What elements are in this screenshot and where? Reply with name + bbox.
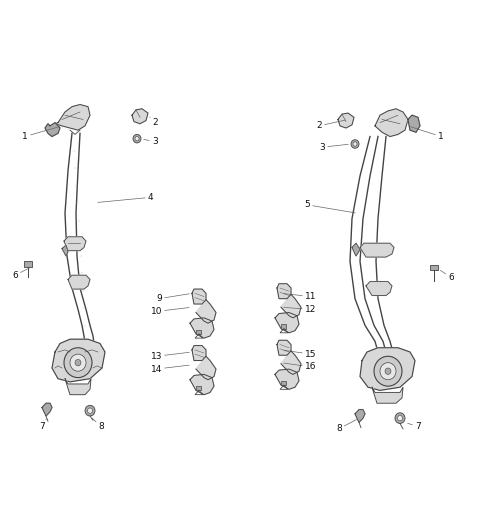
Bar [281, 324, 286, 329]
Text: 2: 2 [316, 120, 345, 131]
Text: 11: 11 [284, 292, 316, 301]
Text: 13: 13 [151, 352, 189, 361]
Polygon shape [132, 109, 148, 124]
Circle shape [133, 134, 141, 143]
Text: 15: 15 [284, 350, 316, 358]
Polygon shape [372, 387, 403, 403]
Circle shape [395, 413, 405, 423]
Circle shape [87, 408, 93, 413]
Text: 9: 9 [156, 294, 189, 303]
Text: 5: 5 [304, 200, 355, 213]
Polygon shape [275, 312, 299, 333]
Polygon shape [190, 374, 214, 395]
Polygon shape [64, 237, 86, 251]
Text: 7: 7 [39, 418, 47, 431]
Polygon shape [190, 318, 214, 338]
Polygon shape [42, 403, 52, 416]
Polygon shape [65, 379, 91, 395]
Polygon shape [277, 284, 291, 298]
Polygon shape [360, 243, 394, 257]
Polygon shape [196, 356, 216, 380]
Polygon shape [352, 243, 360, 256]
Text: 12: 12 [284, 305, 316, 314]
Bar [196, 386, 201, 390]
Text: 3: 3 [144, 137, 158, 146]
Text: 16: 16 [284, 362, 316, 371]
Circle shape [75, 359, 81, 366]
Circle shape [70, 354, 86, 371]
Circle shape [135, 137, 139, 141]
Text: 1: 1 [22, 126, 60, 141]
Bar [430, 265, 438, 270]
Circle shape [380, 362, 396, 380]
Polygon shape [55, 104, 90, 130]
Polygon shape [281, 351, 301, 374]
Polygon shape [408, 115, 420, 132]
Polygon shape [360, 348, 415, 390]
Circle shape [64, 348, 92, 378]
Polygon shape [275, 369, 299, 389]
Text: 4: 4 [98, 193, 154, 202]
Polygon shape [281, 294, 301, 318]
Text: 2: 2 [150, 117, 157, 127]
Polygon shape [68, 275, 90, 289]
Polygon shape [338, 113, 354, 128]
Text: 6: 6 [12, 268, 30, 280]
Text: 8: 8 [336, 419, 357, 433]
Polygon shape [355, 410, 365, 422]
Text: 8: 8 [92, 418, 104, 431]
Polygon shape [192, 289, 206, 304]
Polygon shape [52, 339, 105, 382]
Text: 7: 7 [408, 422, 421, 431]
Bar [24, 261, 32, 267]
Bar [281, 381, 286, 385]
Polygon shape [375, 109, 408, 137]
Polygon shape [277, 340, 291, 355]
Polygon shape [45, 123, 60, 137]
Text: 3: 3 [319, 143, 348, 152]
Bar [196, 330, 201, 334]
Circle shape [351, 140, 359, 148]
Polygon shape [196, 300, 216, 323]
Circle shape [85, 406, 95, 416]
Circle shape [353, 142, 357, 146]
Circle shape [397, 415, 403, 421]
Text: 6: 6 [440, 270, 454, 282]
Circle shape [385, 368, 391, 374]
Circle shape [374, 356, 402, 386]
Text: 10: 10 [151, 307, 189, 316]
Polygon shape [192, 346, 206, 360]
Polygon shape [366, 282, 392, 295]
Text: 1: 1 [411, 127, 444, 141]
Text: 14: 14 [151, 365, 189, 374]
Polygon shape [62, 245, 68, 256]
